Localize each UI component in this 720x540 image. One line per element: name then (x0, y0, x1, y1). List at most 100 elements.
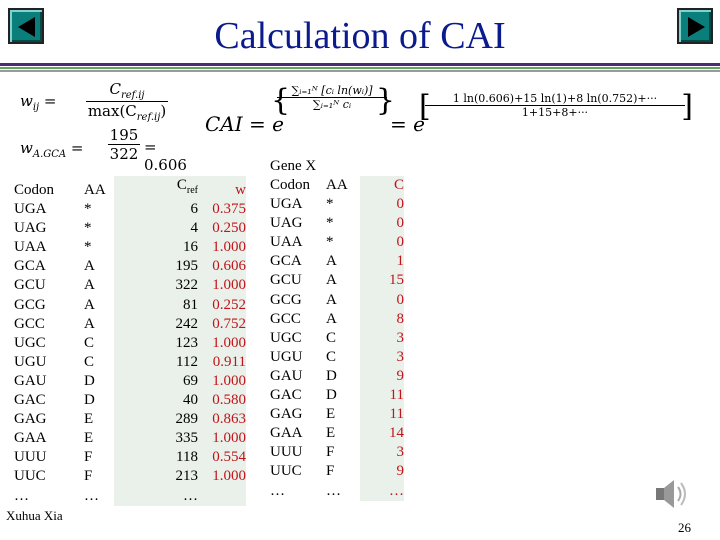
table-cell-aa: E (84, 411, 94, 428)
table-cell-codon: UGU (14, 353, 47, 370)
table-cell-w: 0.375 (198, 200, 246, 220)
table-cell-codon: UGA (14, 201, 47, 218)
table-cell-codon: GAU (270, 367, 303, 384)
cai-exponent-denominator: ∑ᵢ₌₁ᴺ cᵢ (312, 98, 352, 111)
table-cell-cref: 118 (114, 448, 198, 468)
table-cell-codon: UUC (270, 463, 302, 480)
w-definition-formula: wij = Cref.ij max(Cref.ij) (20, 80, 168, 123)
table-cell-c: 14 (360, 424, 404, 444)
table-cell-aa: C (326, 348, 337, 365)
table-cell-aa: * (326, 215, 334, 232)
table-cell-codon: GCC (270, 310, 301, 327)
table-cell-w: 1.000 (198, 371, 246, 392)
table-cell-cref: 81 (114, 295, 198, 315)
table-cell-w: 1.000 (198, 238, 246, 258)
table-cell-w: 1.000 (198, 467, 246, 487)
header-cref: Cref (114, 176, 198, 201)
table-cell-w: 0.250 (198, 219, 246, 239)
table-row: UAG * 4 0.250 (14, 219, 246, 239)
speaker-icon (656, 480, 686, 508)
w-def-lhs: w (20, 92, 33, 110)
table-cell-aa: * (84, 220, 92, 237)
next-slide-button[interactable] (677, 8, 713, 44)
table-cell-c: … (360, 481, 404, 501)
table-cell-c: 8 (360, 309, 404, 329)
brace-left-icon: { (271, 83, 291, 118)
table-cell-aa: E (326, 425, 336, 442)
table-cell-codon: … (14, 487, 29, 504)
gene-x-caption: Gene X (270, 158, 317, 174)
table-cell-codon: GAA (14, 430, 47, 447)
table-cell-codon: UGU (270, 348, 303, 365)
header-w: w (198, 176, 246, 201)
bracket-left-icon: [ (419, 89, 431, 124)
table-cell-codon: GCA (270, 253, 302, 270)
table-cell-aa: A (326, 291, 337, 308)
bracket-right-icon: ] (681, 89, 693, 124)
table-cell-w: 0.752 (198, 314, 246, 334)
table-cell-aa: * (84, 239, 92, 256)
audio-button[interactable] (652, 474, 692, 514)
w-gca-denominator: 322 (109, 145, 139, 163)
page-number: 26 (678, 520, 691, 535)
table-cell-w: 1.000 (198, 333, 246, 353)
table-row: GAA E 14 (270, 424, 404, 444)
table-cell-cref: 69 (114, 371, 198, 392)
table-cell-w: 0.606 (198, 257, 246, 277)
table-row: GCC A 8 (270, 309, 404, 329)
table-cell-w: 1.000 (198, 429, 246, 449)
table-cell-w: 1.000 (198, 276, 246, 296)
table-cell-aa: E (84, 430, 94, 447)
table-cell-aa: D (326, 367, 337, 384)
table-cell-codon: UGC (270, 329, 302, 346)
table-row: GAA E 335 1.000 (14, 429, 246, 449)
table-cell-codon: GCC (14, 315, 45, 332)
table-cell-c: 3 (360, 328, 404, 348)
table-cell-c: 0 (360, 233, 404, 253)
author-footer: Xuhua Xia (6, 508, 63, 523)
table-row: GCG A 0 (270, 290, 404, 310)
table-row: GAU D 69 1.000 (14, 371, 246, 392)
table-row: GAG E 289 0.863 (14, 410, 246, 430)
table-cell-codon: GAA (270, 425, 303, 442)
table-cell-codon: UAG (14, 220, 47, 237)
cai-exponent2-denominator: 1+15+8+··· (521, 106, 589, 119)
table-cell-c: 11 (360, 405, 404, 425)
table-cell-c: 0 (360, 195, 404, 215)
table-cell-cref: 213 (114, 467, 198, 487)
table-cell-w: 0.252 (198, 295, 246, 315)
table-row: UGA * 0 (270, 195, 404, 215)
table-cell-aa: F (326, 444, 335, 461)
table-cell-c: 9 (360, 462, 404, 482)
w-gca-sub: A.GCA (32, 149, 67, 160)
w-gca-value: = 0.606 (144, 138, 187, 174)
table-row: UUC F 9 (270, 462, 404, 482)
table-cell-aa: A (326, 253, 337, 270)
table-cell-aa: A (84, 258, 95, 275)
w-def-denominator-sub: ref.ij (136, 112, 161, 123)
previous-slide-button[interactable] (8, 8, 44, 44)
w-def-denominator: max(C (87, 102, 137, 120)
table-cell-aa: * (326, 234, 334, 251)
table-cell-codon: GCU (270, 272, 302, 289)
table-row: GCA A 195 0.606 (14, 257, 246, 277)
table-row: UGU C 3 (270, 347, 404, 367)
cai-lhs: CAI = e (205, 112, 284, 136)
table-row: UUU F 3 (270, 443, 404, 463)
table-cell-w: 0.554 (198, 448, 246, 468)
table-cell-c: 15 (360, 271, 404, 291)
table-row: GAG E 11 (270, 405, 404, 425)
table-row: UGC C 3 (270, 328, 404, 348)
table-cell-aa: A (84, 315, 95, 332)
cai-eq2: = e (390, 112, 425, 136)
table-cell-codon: UAA (270, 234, 303, 251)
title-divider-band (0, 63, 720, 66)
table-cell-aa: A (326, 272, 337, 289)
table-row: UUU F 118 0.554 (14, 448, 246, 468)
table-row: GCU A 322 1.000 (14, 276, 246, 296)
table-row: ……… (14, 486, 246, 506)
title-divider-band-grey (0, 70, 720, 72)
table-cell-aa: * (326, 196, 334, 213)
table-cell-w: 0.863 (198, 410, 246, 430)
title-divider-band-green (0, 67, 720, 69)
